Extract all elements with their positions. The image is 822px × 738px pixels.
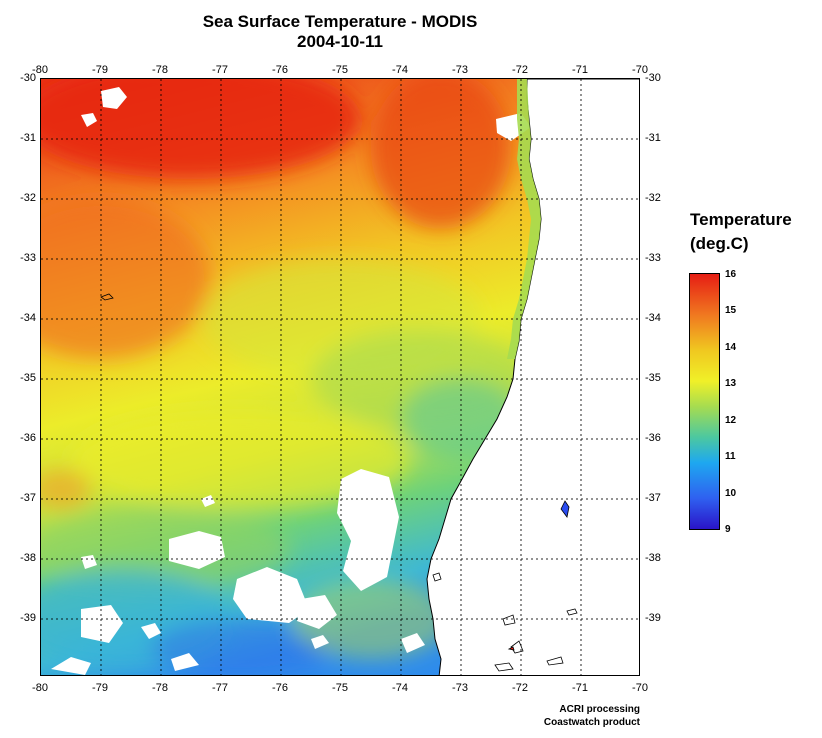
lon-tick-top: -76 — [272, 64, 288, 76]
lat-tick-right: -33 — [645, 252, 661, 264]
lat-tick-left: -37 — [20, 492, 36, 504]
graticule — [41, 79, 639, 675]
lat-tick-left: -39 — [20, 612, 36, 624]
temperature-field — [41, 79, 531, 675]
credit-processing: ACRI processing — [559, 704, 640, 715]
credit-product: Coastwatch product — [543, 717, 640, 728]
lon-tick-top: -71 — [572, 64, 588, 76]
lat-tick-right: -37 — [645, 492, 661, 504]
lon-tick-bottom: -72 — [512, 682, 528, 694]
lat-tick-left: -38 — [20, 552, 36, 564]
lon-tick-bottom: -77 — [212, 682, 228, 694]
colorbar-tick: 14 — [725, 342, 737, 353]
colorbar-tick: 9 — [725, 524, 731, 535]
lat-tick-right: -35 — [645, 372, 661, 384]
lat-tick-right: -32 — [645, 192, 661, 204]
lon-tick-bottom: -80 — [32, 682, 48, 694]
legend-units: (deg.C) — [690, 234, 749, 253]
lon-tick-top: -77 — [212, 64, 228, 76]
lon-tick-bottom: -70 — [632, 682, 648, 694]
lon-tick-bottom: -78 — [152, 682, 168, 694]
lon-tick-top: -72 — [512, 64, 528, 76]
lon-tick-bottom: -79 — [92, 682, 108, 694]
map-date: 2004-10-11 — [296, 32, 384, 51]
lat-tick-left: -33 — [20, 252, 36, 264]
lon-tick-bottom: -74 — [392, 682, 408, 694]
lon-tick-top: -79 — [92, 64, 108, 76]
lat-tick-left: -30 — [20, 72, 36, 84]
lon-tick-top: -73 — [452, 64, 468, 76]
colorbar-tick: 11 — [725, 451, 736, 462]
lat-tick-right: -39 — [645, 612, 661, 624]
lon-tick-bottom: -73 — [452, 682, 468, 694]
lat-tick-right: -34 — [645, 312, 661, 324]
lon-tick-bottom: -71 — [572, 682, 588, 694]
coastal-strip — [507, 79, 541, 359]
colorbar-tick: 12 — [725, 415, 737, 426]
colorbar-tick: 13 — [725, 378, 737, 389]
lon-tick-bottom: -76 — [272, 682, 288, 694]
lat-tick-left: -31 — [20, 132, 36, 144]
legend-title-line1: Temperature — [690, 210, 792, 229]
lat-tick-left: -32 — [20, 192, 36, 204]
lon-tick-top: -78 — [152, 64, 168, 76]
lat-tick-left: -35 — [20, 372, 36, 384]
lat-tick-right: -36 — [645, 432, 661, 444]
colorbar-tick: 16 — [725, 269, 737, 280]
lat-tick-right: -31 — [645, 132, 661, 144]
credits: ACRI processing Coastwatch product — [500, 703, 640, 729]
lon-tick-top: -75 — [332, 64, 348, 76]
islands — [100, 293, 578, 672]
lon-tick-top: -80 — [32, 64, 48, 76]
legend-title: Temperature (deg.C) — [690, 208, 792, 256]
sst-map[interactable] — [40, 78, 640, 676]
lon-tick-bottom: -75 — [332, 682, 348, 694]
lat-tick-left: -36 — [20, 432, 36, 444]
map-title: Sea Surface Temperature - MODIS — [202, 12, 478, 31]
lon-tick-top: -74 — [392, 64, 408, 76]
colorbar-tick: 15 — [725, 305, 737, 316]
lat-tick-right: -38 — [645, 552, 661, 564]
lat-tick-left: -34 — [20, 312, 36, 324]
colorbar-tick: 10 — [725, 488, 737, 499]
temperature-colorbar — [689, 273, 720, 530]
lat-tick-right: -30 — [645, 72, 661, 84]
lon-tick-top: -70 — [632, 64, 648, 76]
